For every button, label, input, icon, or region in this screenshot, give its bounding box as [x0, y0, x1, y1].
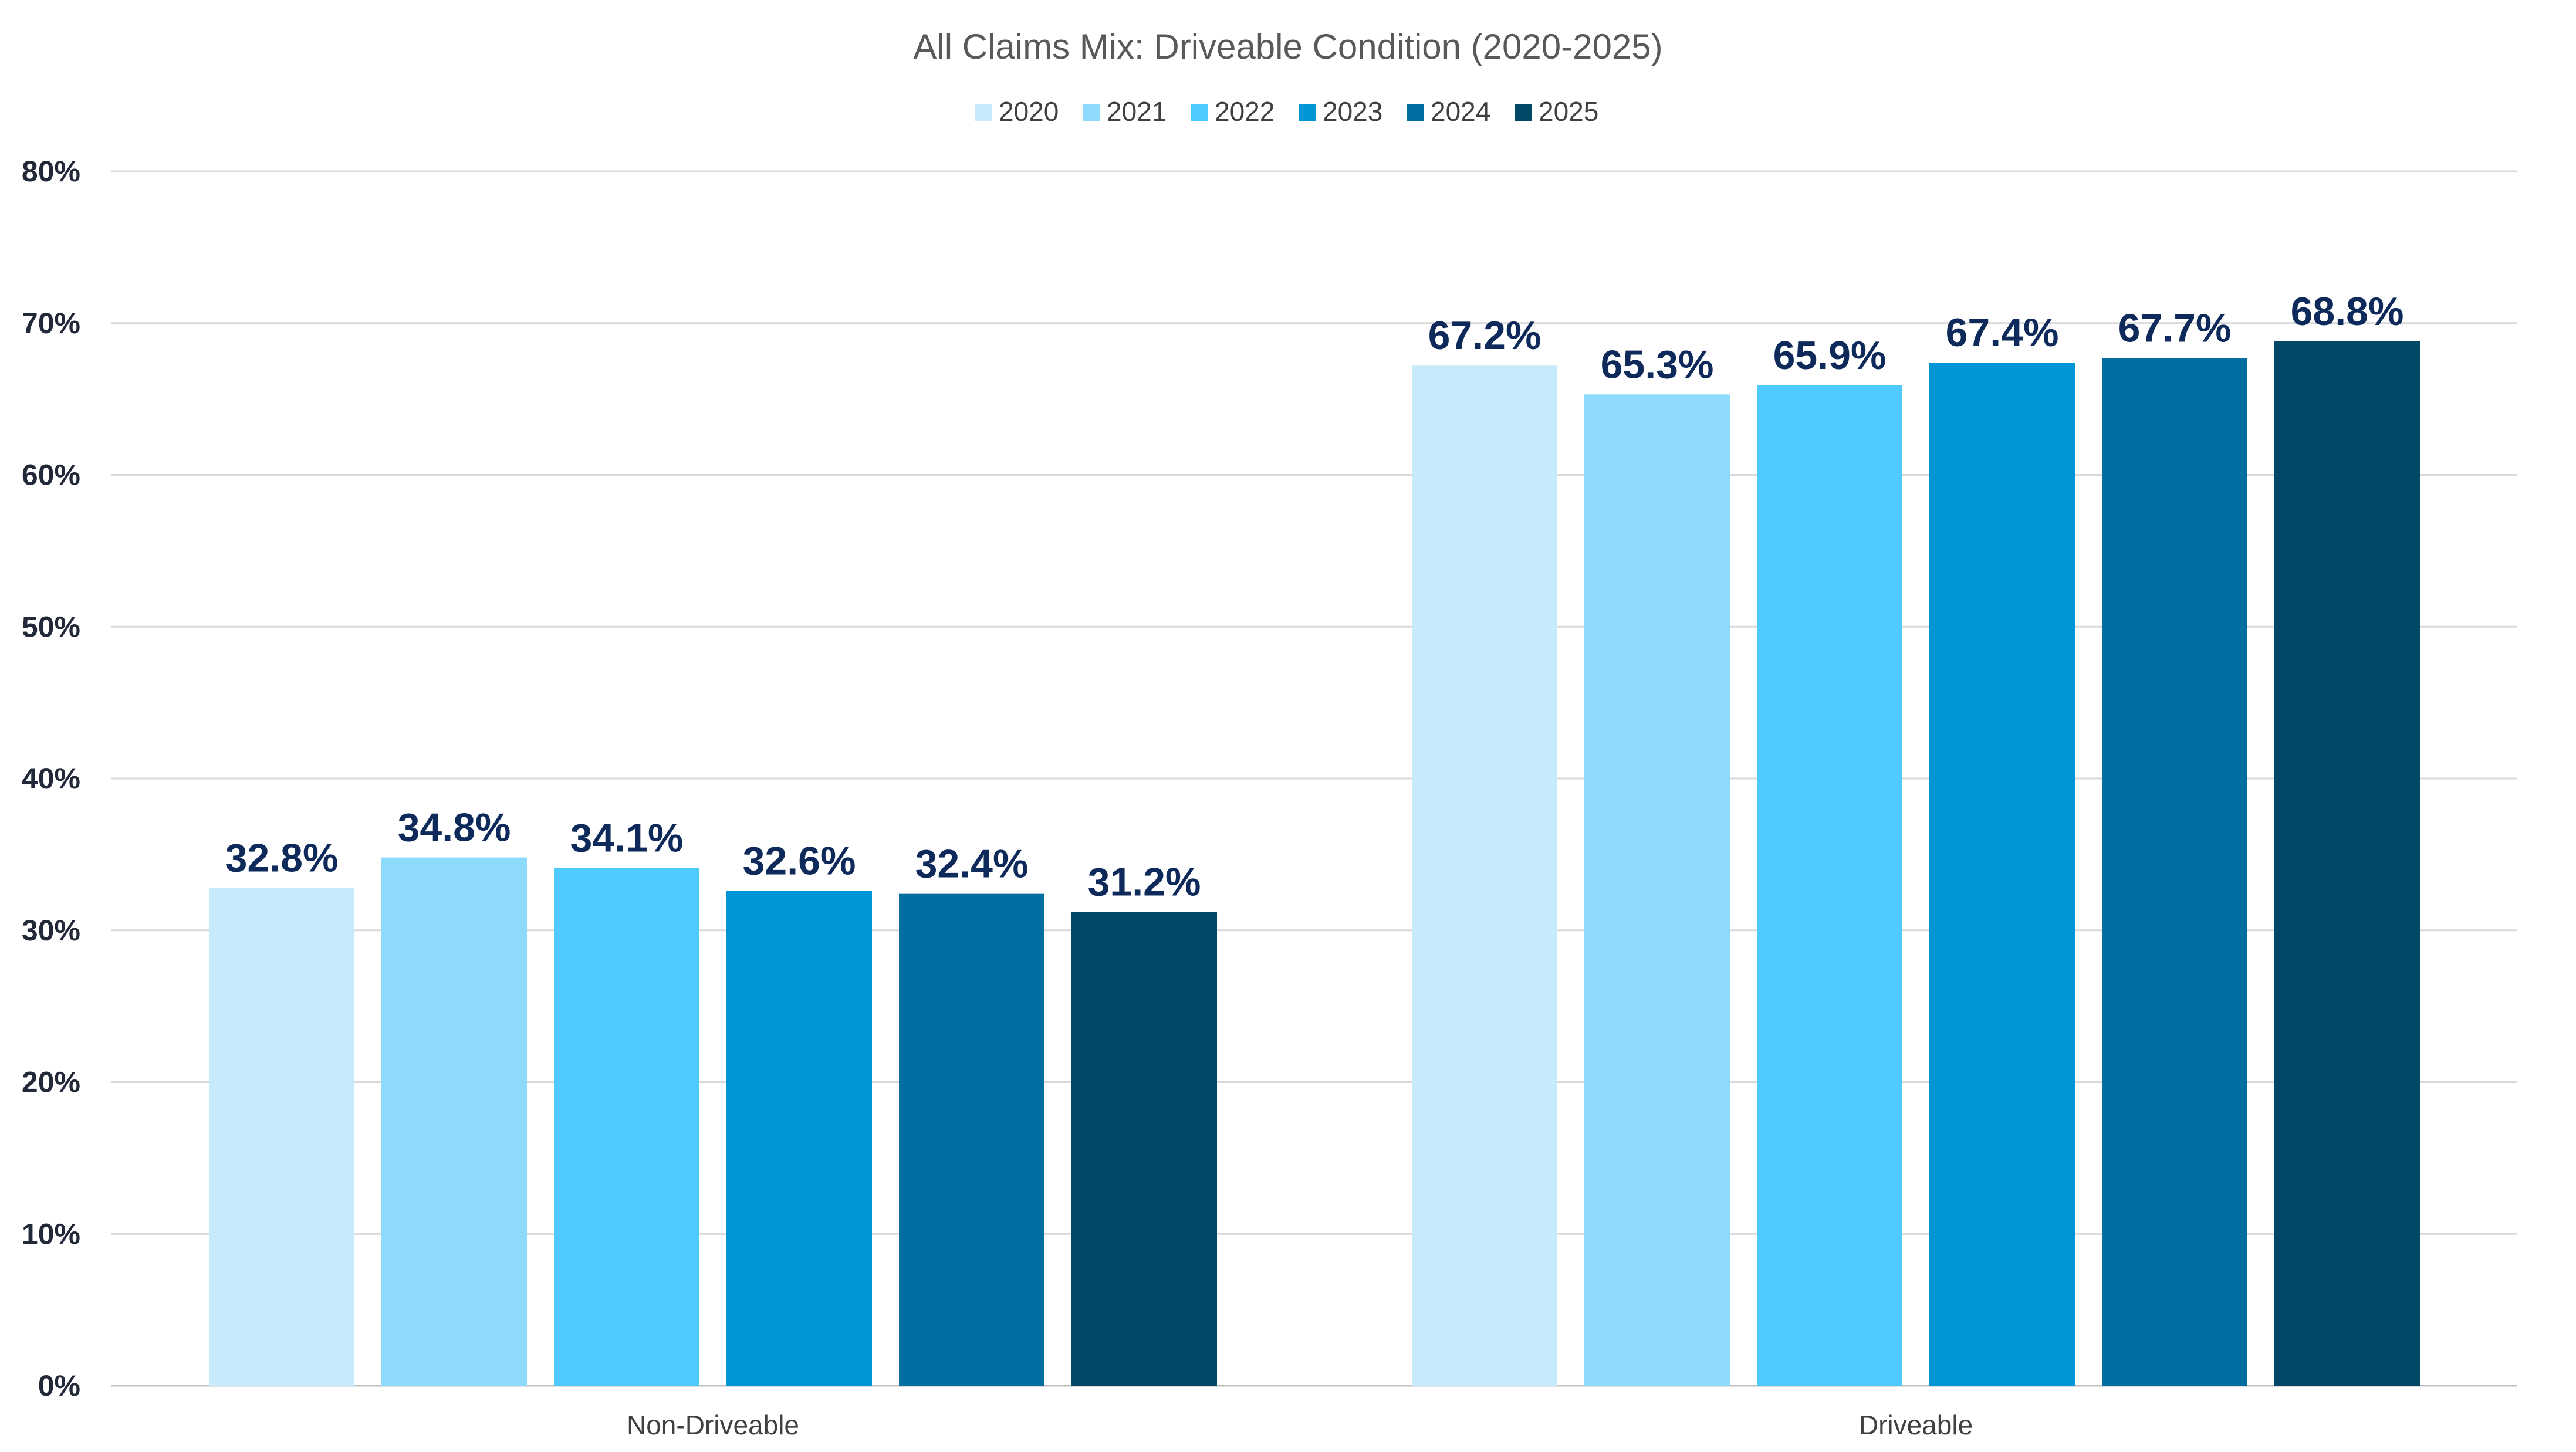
- y-tick-label: 70%: [22, 307, 80, 340]
- y-tick-label: 40%: [22, 762, 80, 795]
- legend-swatch: [1299, 104, 1316, 121]
- bar-non-driveable-2021: [381, 857, 527, 1386]
- legend-label: 2025: [1539, 96, 1598, 127]
- legend-swatch: [1515, 104, 1532, 121]
- legend-swatch: [1407, 104, 1424, 121]
- bar-driveable-2025: [2274, 341, 2420, 1386]
- x-tick-label: Driveable: [1859, 1410, 1973, 1440]
- y-axis-tick-labels: 0% 10% 20% 30% 40% 50% 60% 70% 80%: [22, 155, 80, 1402]
- data-label: 68.8%: [2291, 289, 2404, 334]
- data-label: 67.4%: [1946, 310, 2059, 355]
- data-label: 67.2%: [1428, 313, 1541, 358]
- bar-non-driveable-2024: [899, 893, 1044, 1386]
- bar-driveable-2020: [1412, 365, 1557, 1386]
- data-label: 31.2%: [1088, 860, 1201, 905]
- legend-swatch: [1191, 104, 1208, 121]
- y-tick-label: 20%: [22, 1066, 80, 1099]
- legend-label: 2021: [1107, 96, 1167, 127]
- bar-non-driveable-2023: [726, 891, 872, 1386]
- data-label: 34.1%: [570, 816, 684, 861]
- x-tick-label: Non-Driveable: [627, 1410, 799, 1440]
- data-label: 32.6%: [743, 838, 856, 883]
- bar-non-driveable-2022: [554, 868, 699, 1386]
- bar-non-driveable-2025: [1071, 912, 1217, 1386]
- legend-label: 2024: [1431, 96, 1490, 127]
- data-label: 65.3%: [1601, 342, 1714, 387]
- bar-driveable-2023: [1929, 363, 2075, 1386]
- bars: [209, 341, 2420, 1386]
- legend-swatch: [975, 104, 992, 121]
- data-label: 32.4%: [915, 842, 1029, 886]
- chart-title: All Claims Mix: Driveable Condition (202…: [913, 27, 1662, 66]
- data-label: 32.8%: [225, 835, 339, 880]
- legend-label: 2022: [1215, 96, 1275, 127]
- data-labels: 32.8% 34.8% 34.1% 32.6% 32.4% 31.2% 67.2% 65.3%…: [225, 289, 2404, 905]
- bar-driveable-2024: [2102, 358, 2247, 1386]
- legend-label: 2020: [999, 96, 1059, 127]
- data-label: 65.9%: [1773, 333, 1887, 378]
- legend-swatch: [1083, 104, 1100, 121]
- y-tick-label: 10%: [22, 1217, 80, 1250]
- bar-driveable-2021: [1584, 394, 1730, 1386]
- data-label: 67.7%: [2118, 306, 2232, 350]
- legend-label: 2023: [1323, 96, 1382, 127]
- legend: 2020 2021 2022 2023 2024 2025: [975, 96, 1598, 127]
- y-tick-label: 0%: [38, 1369, 80, 1402]
- y-tick-label: 80%: [22, 155, 80, 188]
- bar-non-driveable-2020: [209, 888, 354, 1386]
- y-tick-label: 60%: [22, 459, 80, 492]
- x-axis-tick-labels: Non-Driveable Driveable: [627, 1410, 1973, 1440]
- bar-driveable-2022: [1757, 385, 1902, 1386]
- y-tick-label: 30%: [22, 914, 80, 947]
- y-tick-label: 50%: [22, 610, 80, 643]
- data-label: 34.8%: [398, 805, 511, 850]
